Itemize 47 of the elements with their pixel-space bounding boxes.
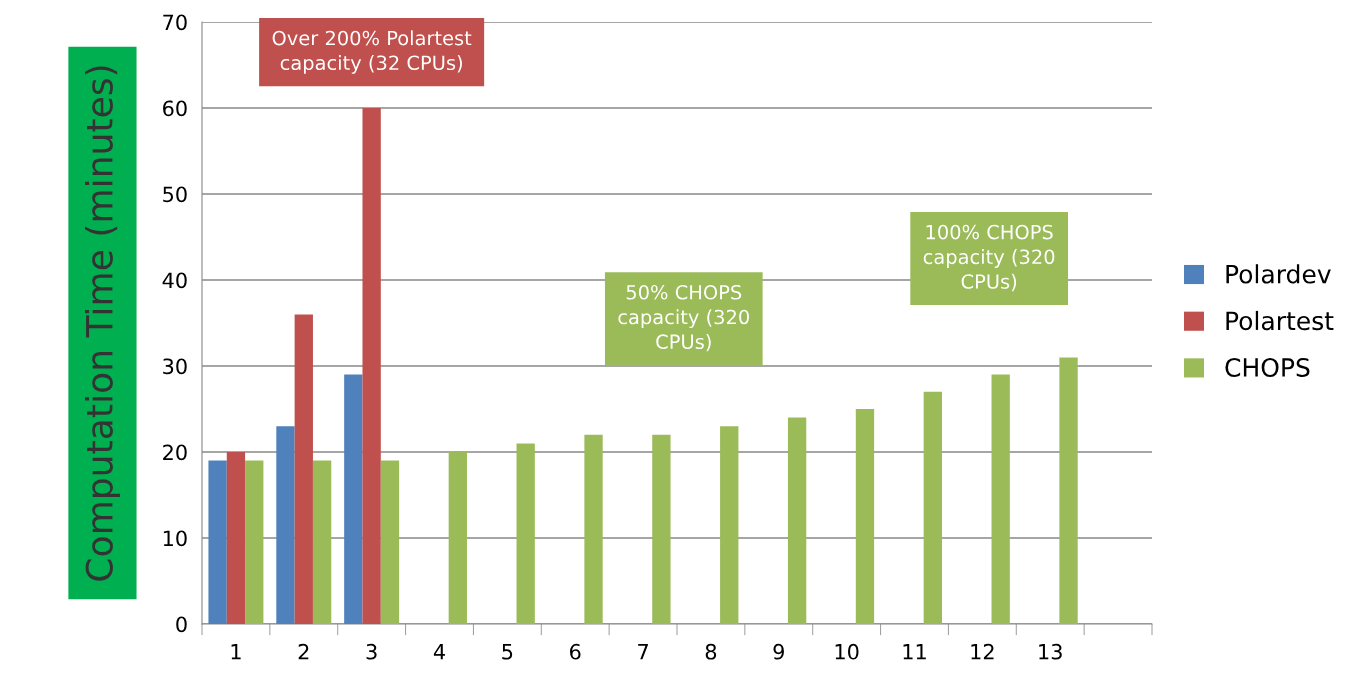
x-tick-label: 11 [903, 644, 926, 660]
bar [362, 108, 381, 624]
bar [245, 460, 264, 624]
y-tick-label: 60 [163, 100, 187, 117]
x-tick-label: 2 [298, 643, 309, 660]
x-tick-label: 5 [502, 644, 513, 660]
x-tick-label: 12 [971, 643, 994, 660]
bar [1059, 357, 1078, 624]
bar [855, 409, 875, 624]
y-tick-label: 40 [162, 272, 187, 289]
x-tick-label: 1 [231, 644, 241, 660]
y-tick-label: 20 [163, 444, 187, 461]
bar [226, 452, 246, 624]
bar [923, 391, 942, 624]
x-tick-label: 4 [433, 644, 445, 660]
y-tick-label: 30 [163, 358, 187, 375]
legend-label: Polardev [1226, 264, 1331, 284]
bar [652, 434, 671, 624]
x-tick-label: 8 [705, 643, 717, 660]
annotation: 50% CHOPS capacity (320 CPUs) [618, 284, 749, 352]
x-tick-label: 9 [773, 643, 784, 660]
bar [720, 426, 739, 624]
x-tick-label: 3 [366, 643, 377, 660]
bar [448, 452, 467, 624]
y-axis-title: Computation Time (minutes) [84, 66, 120, 581]
bar [787, 417, 807, 624]
y-tick-label: 50 [163, 186, 187, 203]
x-tick-label: 13 [1039, 643, 1062, 660]
bar [991, 374, 1010, 624]
bar [276, 426, 295, 624]
legend-label: Polartest [1226, 310, 1334, 331]
legend-label: CHOPS [1225, 358, 1310, 377]
bar [584, 434, 603, 624]
bar [294, 314, 313, 624]
bar [380, 460, 400, 624]
y-tick-label: 70 [163, 14, 187, 31]
x-tick-label: 6 [570, 643, 581, 660]
y-tick-label: 10 [163, 530, 187, 547]
bar [344, 374, 363, 624]
x-tick-label: 10 [835, 643, 859, 660]
y-tick-label: 0 [176, 616, 187, 633]
annotation: Over 200% Polartest capacity (32 CPUs) [272, 30, 472, 74]
bar [208, 460, 227, 624]
annotation: 100% CHOPS capacity (320 CPUs) [923, 224, 1055, 292]
bar [312, 460, 332, 624]
x-tick-label: 7 [638, 644, 648, 660]
bar [516, 443, 535, 624]
